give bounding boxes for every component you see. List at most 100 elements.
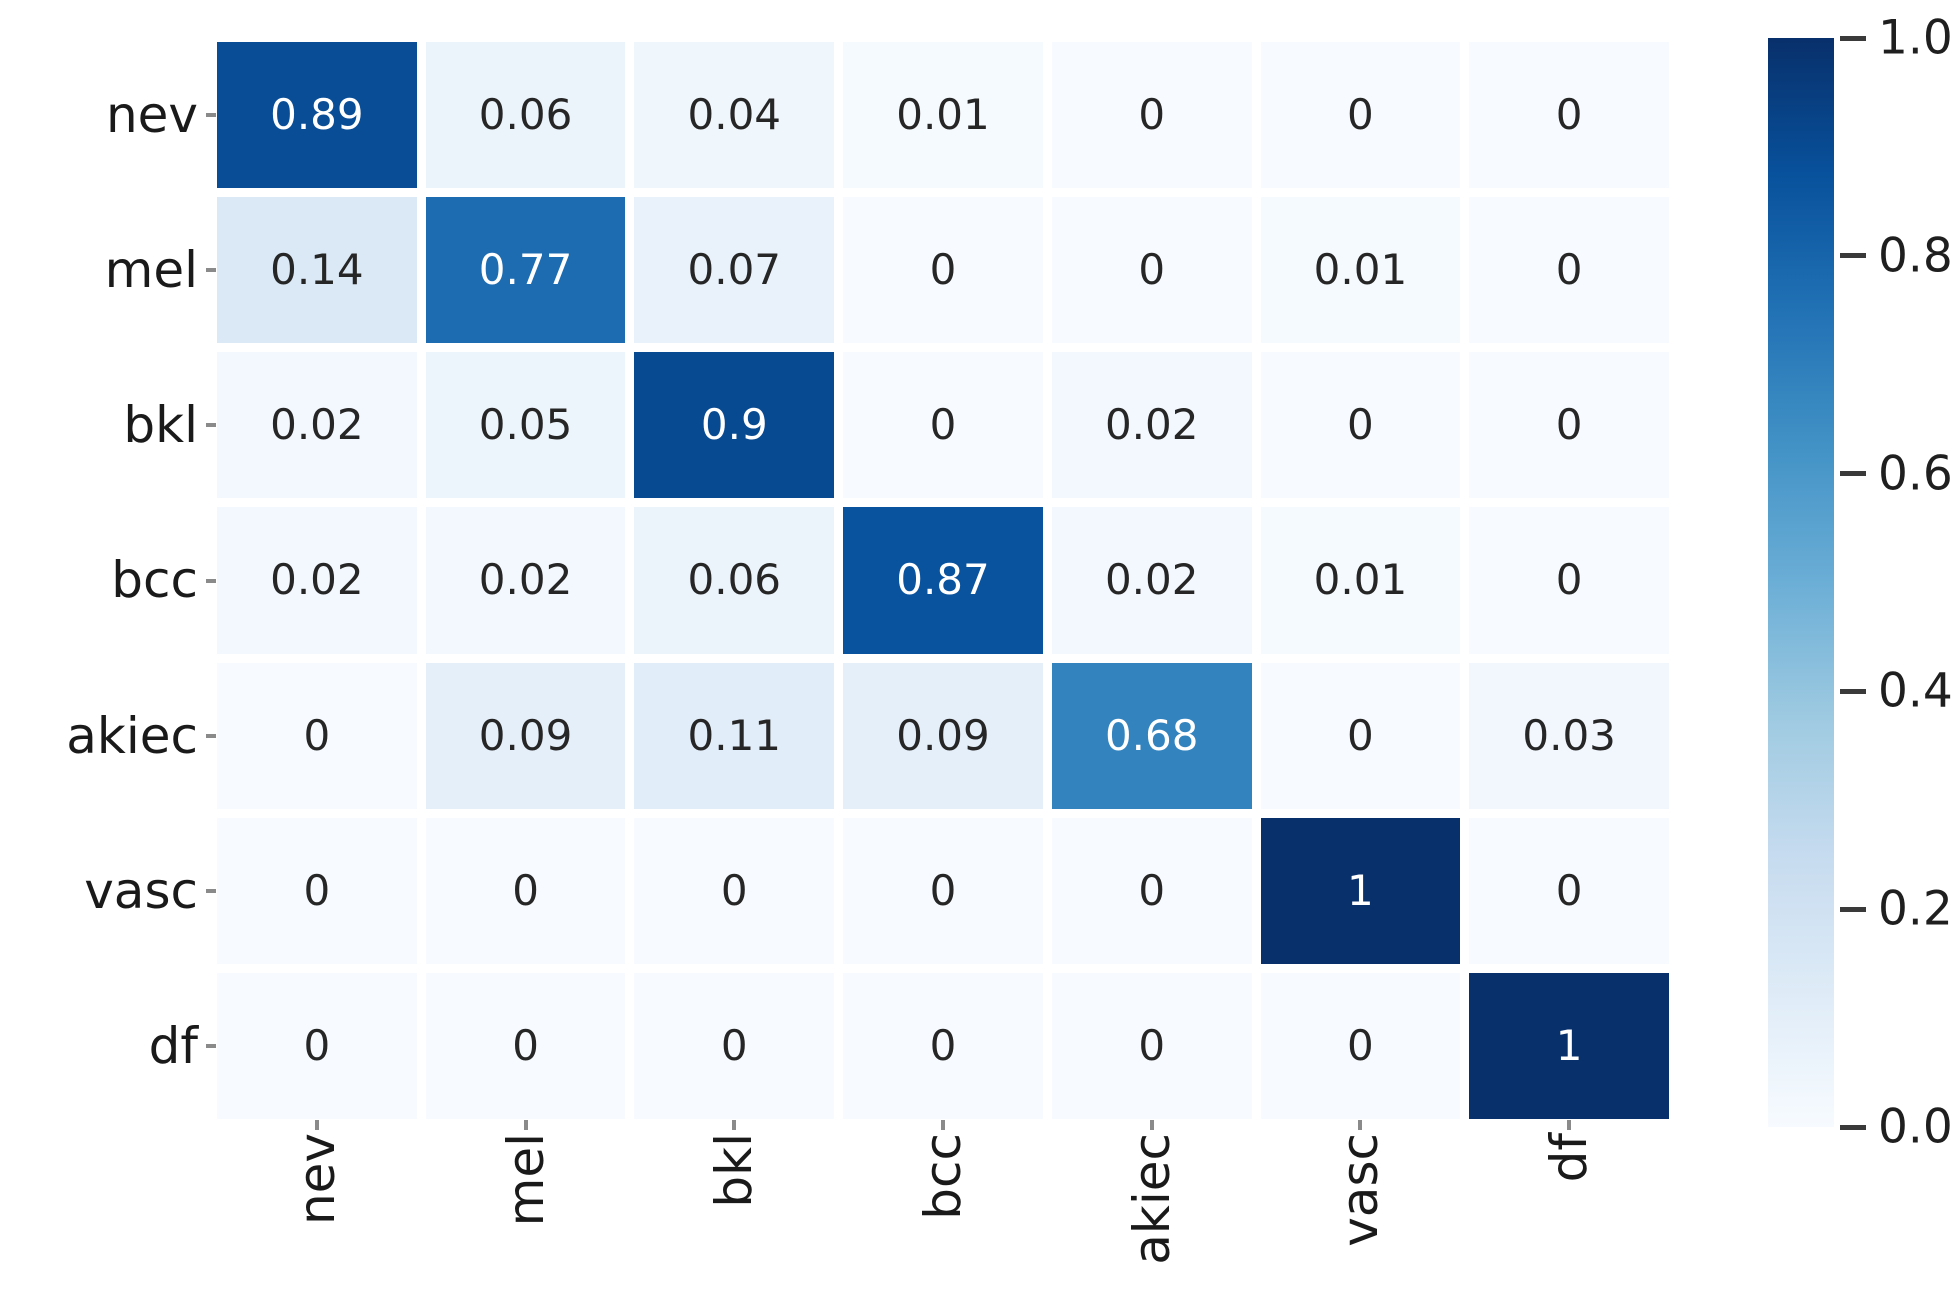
- heatmap-cell-df-bcc: 0: [843, 972, 1043, 1119]
- x-axis-tick: [1149, 1120, 1154, 1130]
- y-axis-tick: [206, 733, 216, 738]
- y-tick-label-mel: mel: [104, 241, 198, 300]
- x-tick-label-mel: mel: [496, 1133, 555, 1227]
- cell-value: 0.68: [1104, 710, 1199, 760]
- cell-value: 0: [512, 865, 539, 915]
- x-axis-tick: [523, 1120, 528, 1130]
- heatmap-cell-nev-nev: 0.89: [217, 42, 417, 189]
- y-axis-tick: [206, 1043, 216, 1048]
- colorbar-tick: [1840, 471, 1866, 477]
- heatmap-cell-nev-akiec: 0: [1051, 42, 1252, 189]
- heatmap-grid: 0.89 0.06 0.04 0.01 0 0 0 0.14 0.77 0.07 0 0 0.01 0 0.…: [217, 42, 1669, 1119]
- heatmap-cell-df-nev: 0: [217, 972, 417, 1119]
- heatmap-cell-bkl-akiec: 0.02: [1051, 352, 1252, 499]
- cell-value: 0: [1347, 400, 1374, 450]
- y-tick-label-vasc: vasc: [84, 861, 198, 920]
- heatmap-cell-akiec-nev: 0: [217, 662, 417, 809]
- cell-value: 0.02: [270, 400, 364, 450]
- y-tick-label-nev: nev: [105, 86, 198, 145]
- cell-value: 0: [303, 710, 331, 760]
- cell-value: 0.07: [687, 245, 782, 295]
- heatmap-cell-vasc-vasc: 1: [1260, 817, 1461, 964]
- heatmap-cell-bkl-df: 0: [1469, 352, 1669, 499]
- heatmap-cell-df-mel: 0: [425, 972, 626, 1119]
- heatmap-cell-df-df: 1: [1469, 972, 1669, 1119]
- heatmap-cell-akiec-df: 0.03: [1469, 662, 1669, 809]
- y-tick-label-bkl: bkl: [123, 396, 198, 455]
- cell-value: 0.01: [896, 90, 990, 140]
- y-tick-label-bcc: bcc: [111, 551, 198, 610]
- x-tick-label-vasc: vasc: [1331, 1133, 1390, 1247]
- colorbar-tick: [1840, 906, 1866, 912]
- heatmap-cell-akiec-akiec: 0.68: [1051, 662, 1252, 809]
- colorbar-tick-label: 0.6: [1878, 446, 1953, 502]
- cell-value: 0.87: [896, 555, 990, 605]
- cell-value: 0.02: [478, 555, 573, 605]
- heatmap-cell-bcc-akiec: 0.02: [1051, 507, 1252, 654]
- y-axis-tick: [206, 268, 216, 273]
- cell-value: 0: [929, 400, 957, 450]
- cell-value: 0: [1347, 710, 1374, 760]
- cell-value: 0.02: [270, 555, 364, 605]
- colorbar: [1768, 38, 1834, 1127]
- heatmap-cell-mel-akiec: 0: [1051, 197, 1252, 344]
- y-axis-tick: [206, 888, 216, 893]
- cell-value: 0.05: [478, 400, 573, 450]
- cell-value: 0: [1138, 1020, 1166, 1070]
- colorbar-tick-label: 0.2: [1878, 881, 1953, 937]
- cell-value: 0: [720, 865, 748, 915]
- colorbar-tick: [1840, 35, 1866, 41]
- heatmap-cell-akiec-mel: 0.09: [425, 662, 626, 809]
- heatmap-cell-bkl-nev: 0.02: [217, 352, 417, 499]
- y-tick-label-df: df: [148, 1016, 198, 1075]
- heatmap-cell-nev-vasc: 0: [1260, 42, 1461, 189]
- x-tick-label-df: df: [1540, 1133, 1599, 1183]
- heatmap-cell-df-akiec: 0: [1051, 972, 1252, 1119]
- heatmap-cell-bkl-bkl: 0.9: [634, 352, 835, 499]
- heatmap-cell-mel-df: 0: [1469, 197, 1669, 344]
- cell-value: 0.9: [700, 400, 768, 450]
- x-axis-tick: [1567, 1120, 1572, 1130]
- heatmap-cell-bcc-bkl: 0.06: [634, 507, 835, 654]
- heatmap-cell-bcc-df: 0: [1469, 507, 1669, 654]
- heatmap-cell-vasc-nev: 0: [217, 817, 417, 964]
- cell-value: 0: [929, 1020, 957, 1070]
- colorbar-tick: [1840, 1124, 1866, 1130]
- colorbar-tick-label: 0.4: [1878, 663, 1953, 719]
- cell-value: 0.09: [478, 710, 573, 760]
- colorbar-tick-label: 0.8: [1878, 228, 1953, 284]
- cell-value: 0: [1555, 865, 1583, 915]
- cell-value: 0.77: [478, 245, 573, 295]
- cell-value: 0: [303, 1020, 331, 1070]
- heatmap-cell-mel-nev: 0.14: [217, 197, 417, 344]
- heatmap-cell-bkl-vasc: 0: [1260, 352, 1461, 499]
- x-tick-label-bcc: bcc: [914, 1133, 972, 1220]
- cell-value: 0.89: [270, 90, 364, 140]
- heatmap-cell-bkl-bcc: 0: [843, 352, 1043, 499]
- heatmap-cell-mel-bkl: 0.07: [634, 197, 835, 344]
- cell-value: 0.01: [1313, 555, 1408, 605]
- heatmap-cell-bcc-mel: 0.02: [425, 507, 626, 654]
- cell-value: 1: [1347, 865, 1374, 915]
- heatmap-cell-bcc-vasc: 0.01: [1260, 507, 1461, 654]
- cell-value: 0: [1555, 400, 1583, 450]
- cell-value: 0: [1138, 245, 1166, 295]
- heatmap-cell-vasc-mel: 0: [425, 817, 626, 964]
- x-tick-label-bkl: bkl: [705, 1133, 764, 1208]
- heatmap-cell-akiec-bkl: 0.11: [634, 662, 835, 809]
- colorbar-tick: [1840, 688, 1866, 694]
- heatmap-cell-mel-bcc: 0: [843, 197, 1043, 344]
- cell-value: 0.03: [1522, 710, 1616, 760]
- heatmap-cell-mel-mel: 0.77: [425, 197, 626, 344]
- x-axis-tick: [1358, 1120, 1363, 1130]
- cell-value: 0: [1555, 555, 1583, 605]
- cell-value: 0.01: [1313, 245, 1408, 295]
- heatmap-cell-vasc-akiec: 0: [1051, 817, 1252, 964]
- cell-value: 0: [1555, 90, 1583, 140]
- y-tick-label-akiec: akiec: [66, 706, 198, 765]
- x-axis-tick: [732, 1120, 737, 1130]
- x-tick-label-nev: nev: [287, 1133, 346, 1226]
- heatmap-cell-bcc-bcc: 0.87: [843, 507, 1043, 654]
- cell-value: 0.09: [896, 710, 990, 760]
